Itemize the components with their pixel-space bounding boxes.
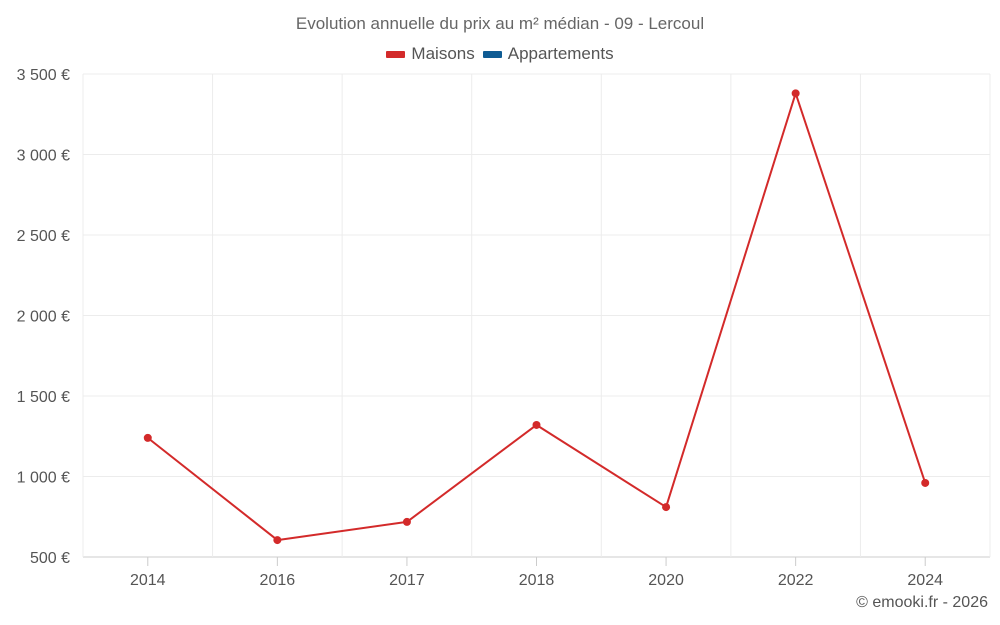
x-tick-label: 2014 [130,572,166,589]
x-tick-label: 2018 [519,572,555,589]
y-tick-label: 3 000 € [17,148,70,165]
y-tick-label: 1 500 € [17,389,70,406]
data-point [791,89,800,98]
axes: 500 € 1 000 € 1 500 € 2 000 € 2 500 € 3 000 €… [17,67,944,589]
data-point [921,478,930,487]
data-point [662,503,671,512]
legend-swatch-maisons [386,50,406,58]
data-point [532,420,541,429]
y-tick-label: 1 000 € [17,470,70,487]
series-line-maisons [147,92,927,542]
legend-label-maisons: Maisons [411,44,475,63]
legend-swatch-appartements [482,50,502,58]
y-tick-label: 2 000 € [17,309,70,326]
x-tick-label: 2022 [778,572,814,589]
legend-item-appartements[interactable]: Appartements [482,44,614,64]
x-tick-label: 2016 [260,572,296,589]
series-layer [143,89,930,545]
x-tick-label: 2024 [907,572,943,589]
y-tick-label: 2 500 € [17,228,70,245]
x-tick-label: 2017 [389,572,425,589]
legend-label-appartements: Appartements [507,44,614,63]
data-point [273,536,282,545]
legend-item-maisons[interactable]: Maisons [386,44,475,64]
legend: Maisons Appartements [0,44,1000,64]
y-tick-label: 3 500 € [17,67,70,84]
data-point [402,517,411,526]
chart-title: Evolution annuelle du prix au m² médian … [295,14,705,33]
grid [82,73,991,558]
data-point [143,433,152,442]
x-tick-label: 2020 [648,572,684,589]
y-tick-label: 500 € [30,550,70,567]
credit-text: © emooki.fr - 2026 [856,594,988,611]
